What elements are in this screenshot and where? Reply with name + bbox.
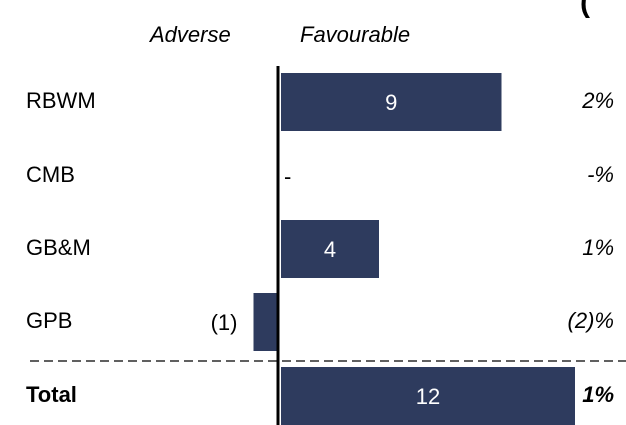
value-label: -	[284, 164, 291, 189]
value-label: 12	[416, 384, 440, 409]
bar	[281, 220, 379, 278]
bar	[281, 73, 502, 131]
adverse-header: Adverse	[150, 22, 231, 47]
category-label: GB&M	[26, 235, 91, 260]
category-label: CMB	[26, 162, 75, 187]
bar	[281, 367, 575, 425]
percent-label: (2)%	[567, 308, 614, 333]
category-label: RBWM	[26, 88, 96, 113]
percent-label: -%	[587, 162, 614, 187]
percent-label: 1%	[582, 235, 614, 260]
bar	[253, 293, 278, 351]
percent-label: 1%	[582, 382, 614, 407]
favourable-header: Favourable	[300, 22, 411, 47]
value-label: 9	[385, 90, 397, 115]
value-label: 4	[324, 237, 336, 262]
title-fragment: (	[580, 0, 590, 19]
percent-label: 2%	[582, 88, 614, 113]
value-label: (1)	[211, 310, 238, 335]
category-label: Total	[26, 382, 77, 407]
category-label: GPB	[26, 308, 73, 333]
